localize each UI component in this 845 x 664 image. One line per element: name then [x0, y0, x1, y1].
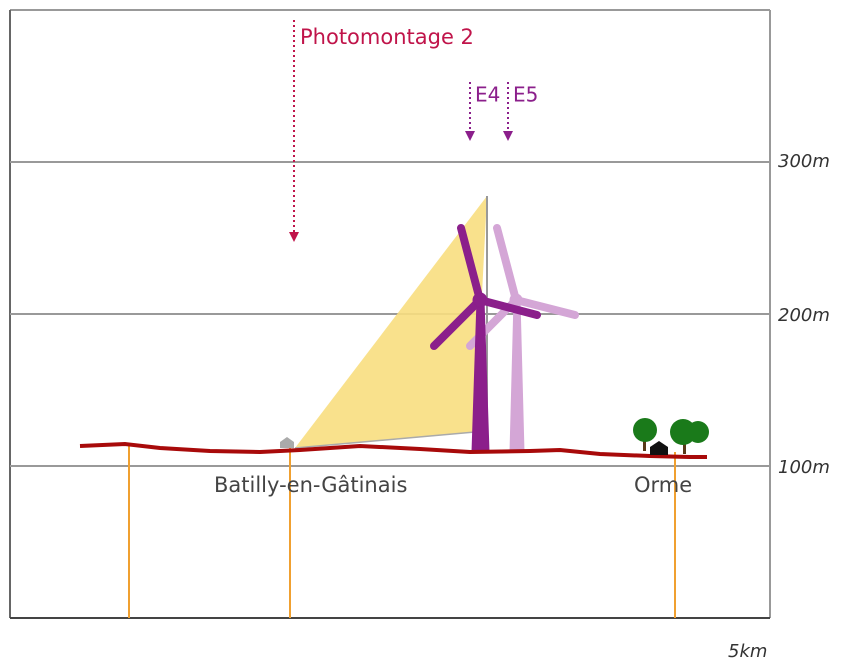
view-cone	[295, 196, 487, 448]
place-label: Batilly-en-Gâtinais	[214, 473, 407, 497]
height-label: 200m	[778, 305, 830, 326]
arrow-head	[503, 131, 513, 141]
terrain	[79, 441, 707, 459]
photomontage-label: Photomontage 2	[300, 25, 474, 49]
turbine-e4	[430, 224, 541, 453]
turbine-label: E5	[513, 83, 538, 107]
height-label: 300m	[778, 151, 830, 172]
turbine-label: E4	[475, 83, 500, 107]
arrow-head	[465, 131, 475, 141]
cone-edge	[294, 431, 476, 449]
arrow-head	[289, 232, 299, 242]
house-icon	[280, 437, 294, 448]
height-label: 100m	[778, 457, 830, 478]
turbine-e5	[466, 224, 579, 453]
markers	[128, 446, 676, 618]
place-label: Orme	[634, 473, 692, 497]
trees	[633, 418, 709, 455]
distance-label: 5km	[728, 641, 767, 662]
